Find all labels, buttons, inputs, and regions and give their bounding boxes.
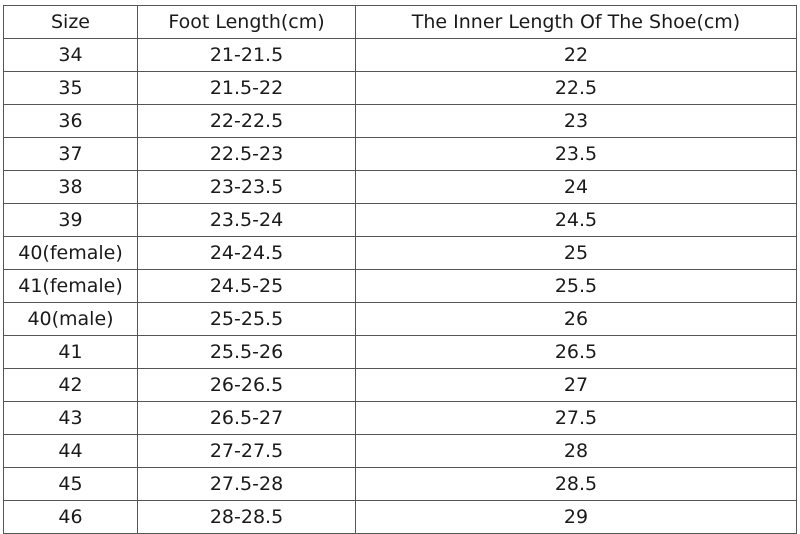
foot-length-cell: 24.5-25 bbox=[137, 269, 356, 303]
table-row: 40(male) 25-25.5 26 bbox=[3, 302, 797, 336]
size-cell: 44 bbox=[3, 434, 138, 468]
foot-length-cell: 23.5-24 bbox=[137, 203, 356, 237]
table-row: 36 22-22.5 23 bbox=[3, 104, 797, 138]
inner-length-cell: 26 bbox=[355, 302, 797, 336]
size-cell: 45 bbox=[3, 467, 138, 501]
inner-length-cell: 24 bbox=[355, 170, 797, 204]
header-size: Size bbox=[3, 5, 138, 39]
table-row: 41(female) 24.5-25 25.5 bbox=[3, 269, 797, 303]
size-cell: 41 bbox=[3, 335, 138, 369]
foot-length-cell: 25.5-26 bbox=[137, 335, 356, 369]
foot-length-cell: 21.5-22 bbox=[137, 71, 356, 105]
size-cell: 36 bbox=[3, 104, 138, 138]
foot-length-cell: 28-28.5 bbox=[137, 500, 356, 534]
size-cell: 41(female) bbox=[3, 269, 138, 303]
size-cell: 37 bbox=[3, 137, 138, 171]
inner-length-cell: 23.5 bbox=[355, 137, 797, 171]
table-row: 44 27-27.5 28 bbox=[3, 434, 797, 468]
size-cell: 40(male) bbox=[3, 302, 138, 336]
inner-length-cell: 27.5 bbox=[355, 401, 797, 435]
size-cell: 42 bbox=[3, 368, 138, 402]
inner-length-cell: 23 bbox=[355, 104, 797, 138]
table-row: 42 26-26.5 27 bbox=[3, 368, 797, 402]
size-cell: 34 bbox=[3, 38, 138, 72]
inner-length-cell: 24.5 bbox=[355, 203, 797, 237]
inner-length-cell: 22.5 bbox=[355, 71, 797, 105]
inner-length-cell: 27 bbox=[355, 368, 797, 402]
size-cell: 40(female) bbox=[3, 236, 138, 270]
table-row: 43 26.5-27 27.5 bbox=[3, 401, 797, 435]
foot-length-cell: 27.5-28 bbox=[137, 467, 356, 501]
foot-length-cell: 22-22.5 bbox=[137, 104, 356, 138]
header-row: Size Foot Length(cm) The Inner Length Of… bbox=[3, 5, 797, 39]
table-row: 35 21.5-22 22.5 bbox=[3, 71, 797, 105]
table-row: 46 28-28.5 29 bbox=[3, 500, 797, 534]
table-row: 39 23.5-24 24.5 bbox=[3, 203, 797, 237]
size-cell: 39 bbox=[3, 203, 138, 237]
foot-length-cell: 22.5-23 bbox=[137, 137, 356, 171]
inner-length-cell: 28.5 bbox=[355, 467, 797, 501]
foot-length-cell: 26-26.5 bbox=[137, 368, 356, 402]
inner-length-cell: 25 bbox=[355, 236, 797, 270]
inner-length-cell: 26.5 bbox=[355, 335, 797, 369]
foot-length-cell: 21-21.5 bbox=[137, 38, 356, 72]
table-row: 34 21-21.5 22 bbox=[3, 38, 797, 72]
foot-length-cell: 26.5-27 bbox=[137, 401, 356, 435]
size-cell: 46 bbox=[3, 500, 138, 534]
foot-length-cell: 25-25.5 bbox=[137, 302, 356, 336]
size-chart-table: Size Foot Length(cm) The Inner Length Of… bbox=[3, 5, 797, 534]
inner-length-cell: 29 bbox=[355, 500, 797, 534]
header-inner-length: The Inner Length Of The Shoe(cm) bbox=[355, 5, 797, 39]
table-row: 40(female) 24-24.5 25 bbox=[3, 236, 797, 270]
size-cell: 43 bbox=[3, 401, 138, 435]
foot-length-cell: 23-23.5 bbox=[137, 170, 356, 204]
inner-length-cell: 28 bbox=[355, 434, 797, 468]
size-cell: 38 bbox=[3, 170, 138, 204]
table-row: 37 22.5-23 23.5 bbox=[3, 137, 797, 171]
inner-length-cell: 25.5 bbox=[355, 269, 797, 303]
table-row: 38 23-23.5 24 bbox=[3, 170, 797, 204]
table-row: 45 27.5-28 28.5 bbox=[3, 467, 797, 501]
header-foot-length: Foot Length(cm) bbox=[137, 5, 356, 39]
size-cell: 35 bbox=[3, 71, 138, 105]
foot-length-cell: 24-24.5 bbox=[137, 236, 356, 270]
inner-length-cell: 22 bbox=[355, 38, 797, 72]
table-row: 41 25.5-26 26.5 bbox=[3, 335, 797, 369]
foot-length-cell: 27-27.5 bbox=[137, 434, 356, 468]
